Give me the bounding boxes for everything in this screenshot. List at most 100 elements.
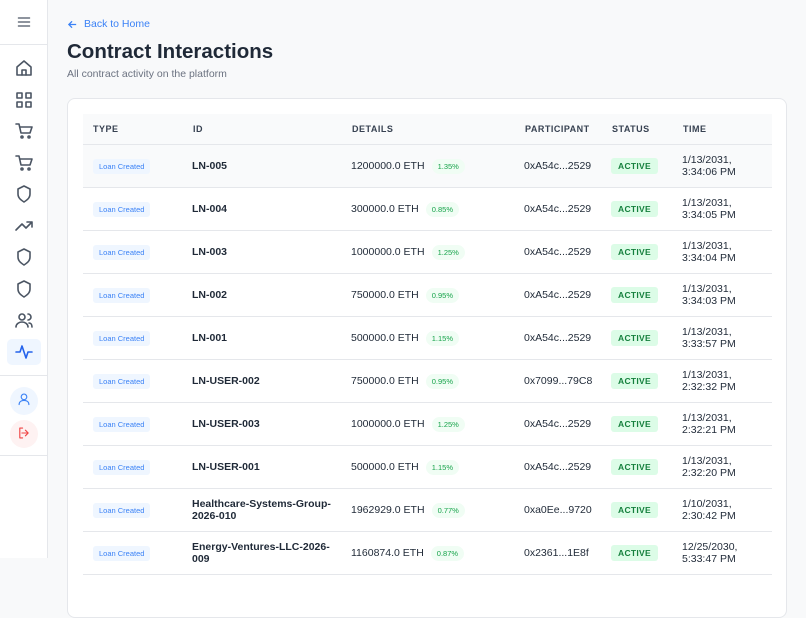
table: TYPE ID DETAILS PARTICIPANT STATUS TIME Loan … <box>83 114 772 575</box>
row-id: LN-USER-003 <box>192 417 260 430</box>
column-header: STATUS <box>611 114 682 145</box>
table-row[interactable]: Loan Created LN-004 300000.0 ETH 0.85% 0xA54… <box>83 187 772 231</box>
participant: 0xA54c...2529 <box>524 245 592 258</box>
participant: 0xA54c...2529 <box>524 202 592 215</box>
table-cell: 1/13/2031, 3:34:06 PM <box>682 144 772 188</box>
menu-icon[interactable] <box>16 12 32 32</box>
row-id: LN-USER-001 <box>192 460 260 473</box>
table-cell: ACTIVE <box>611 531 682 575</box>
table-cell: 1/13/2031, 3:34:03 PM <box>682 273 772 317</box>
table-cell: 500000.0 ETH 1.15% <box>351 445 524 489</box>
table-cell: 1000000.0 ETH 1.25% <box>351 402 524 446</box>
status-badge: ACTIVE <box>611 243 658 260</box>
row-id: Healthcare-Systems-Group-2026-010 <box>192 497 331 522</box>
table-row[interactable]: Loan Created LN-002 750000.0 ETH 0.95% 0xA54… <box>83 273 772 317</box>
logout-icon[interactable] <box>17 426 31 440</box>
table-cell: Loan Created <box>83 230 192 274</box>
participant: 0x7099...79C8 <box>524 374 593 387</box>
time: 1/13/2031, 3:34:04 PM <box>682 239 736 264</box>
table-cell: 0xA54c...2529 <box>524 230 611 274</box>
table-row[interactable]: Loan Created LN-USER-001 500000.0 ETH 1.15%… <box>83 445 772 489</box>
table-cell: ACTIVE <box>611 230 682 274</box>
rate-badge: 0.87% <box>430 545 465 561</box>
avatar-bg <box>10 387 38 415</box>
table-cell: ACTIVE <box>611 316 682 360</box>
table-cell: 500000.0 ETH 1.15% <box>351 316 524 360</box>
table-cell: 0xA54c...2529 <box>524 316 611 360</box>
time: 1/13/2031, 2:32:32 PM <box>682 368 736 393</box>
column-header: ID <box>192 114 351 145</box>
type-badge: Loan Created <box>93 416 151 432</box>
rate-badge: 1.35% <box>431 158 465 174</box>
amount: 1160874.0 ETH <box>351 546 424 559</box>
shield-icon[interactable] <box>14 184 34 204</box>
row-id: LN-001 <box>192 331 228 344</box>
table-cell: 1/13/2031, 2:32:21 PM <box>682 402 772 446</box>
table-row[interactable]: Loan Created LN-USER-003 1000000.0 ETH 1.25… <box>83 402 772 446</box>
column-header: DETAILS <box>351 114 524 145</box>
table-cell: Loan Created <box>83 531 192 575</box>
table-cell: Loan Created <box>83 445 192 489</box>
type-badge: Loan Created <box>93 502 151 518</box>
time: 1/13/2031, 2:32:21 PM <box>682 411 736 436</box>
user-icon[interactable] <box>17 392 31 406</box>
header-row: TYPE ID DETAILS PARTICIPANT STATUS TIME <box>83 114 772 145</box>
rate-badge: 1.25% <box>431 244 465 260</box>
table-row[interactable]: Loan Created LN-003 1000000.0 ETH 1.25% 0xA5… <box>83 230 772 274</box>
table-cell: 0xA54c...2529 <box>524 144 611 188</box>
table-cell: 1/13/2031, 2:32:32 PM <box>682 359 772 403</box>
time: 1/13/2031, 3:33:57 PM <box>682 325 736 350</box>
table-cell: 0xA54c...2529 <box>524 402 611 446</box>
table-cell: 0xA54c...2529 <box>524 273 611 317</box>
time: 1/13/2031, 3:34:03 PM <box>682 282 736 307</box>
rate-badge: 0.95% <box>425 287 459 303</box>
activity-icon[interactable] <box>14 342 34 362</box>
amount: 1000000.0 ETH <box>351 245 425 258</box>
row-id: LN-004 <box>192 202 228 215</box>
shield-icon[interactable] <box>14 279 34 299</box>
rate-badge: 0.77% <box>431 502 465 518</box>
table-cell: Loan Created <box>83 273 192 317</box>
cart-icon[interactable] <box>14 153 34 173</box>
back-text[interactable]: Back to Home <box>84 18 150 30</box>
table-cell: 12/25/2030, 5:33:47 PM <box>682 531 772 575</box>
back-link[interactable]: Back to Home <box>67 18 150 30</box>
status-badge: ACTIVE <box>611 544 658 561</box>
table-row[interactable]: Loan Created LN-005 1200000.0 ETH 1.35% 0xA5… <box>83 144 772 188</box>
amount: 1200000.0 ETH <box>351 159 425 172</box>
rate-badge: 0.95% <box>425 373 459 389</box>
time: 1/10/2031, 2:30:42 PM <box>682 497 736 522</box>
divider <box>0 455 48 456</box>
status-badge: ACTIVE <box>611 200 658 217</box>
table-row[interactable]: Loan Created Energy-Ventures-LLC-2026-009… <box>83 531 772 575</box>
type-badge: Loan Created <box>93 373 151 389</box>
table-cell: Loan Created <box>83 359 192 403</box>
table-cell: 1/10/2031, 2:30:42 PM <box>682 488 772 532</box>
trend-icon[interactable] <box>14 216 34 236</box>
table-cell: LN-004 <box>192 187 351 231</box>
rate-badge: 1.15% <box>425 459 459 475</box>
divider <box>0 375 48 376</box>
dashboard-icon[interactable] <box>14 90 34 110</box>
table-cell: Loan Created <box>83 316 192 360</box>
home-icon[interactable] <box>14 58 34 78</box>
shield-icon[interactable] <box>14 247 34 267</box>
table-cell: 1/13/2031, 3:34:04 PM <box>682 230 772 274</box>
participant: 0xA54c...2529 <box>524 159 592 172</box>
table-cell: LN-002 <box>192 273 351 317</box>
amount: 750000.0 ETH <box>351 374 419 387</box>
table-cell: 0x2361...1E8f <box>524 531 611 575</box>
table-row[interactable]: Loan Created Healthcare-Systems-Group-202… <box>83 488 772 532</box>
status-badge: ACTIVE <box>611 286 658 303</box>
cart-icon[interactable] <box>14 121 34 141</box>
participant: 0x2361...1E8f <box>524 546 589 559</box>
table-row[interactable]: Loan Created LN-USER-002 750000.0 ETH 0.95%… <box>83 359 772 403</box>
table-row[interactable]: Loan Created LN-001 500000.0 ETH 1.15% 0xA54… <box>83 316 772 360</box>
status-badge: ACTIVE <box>611 157 658 174</box>
users-icon[interactable] <box>14 310 34 330</box>
participant: 0xA54c...2529 <box>524 460 592 473</box>
table-cell: 0xa0Ee...9720 <box>524 488 611 532</box>
time: 12/25/2030, 5:33:47 PM <box>682 540 738 565</box>
rate-badge: 1.25% <box>431 416 465 432</box>
table-cell: 0x7099...79C8 <box>524 359 611 403</box>
